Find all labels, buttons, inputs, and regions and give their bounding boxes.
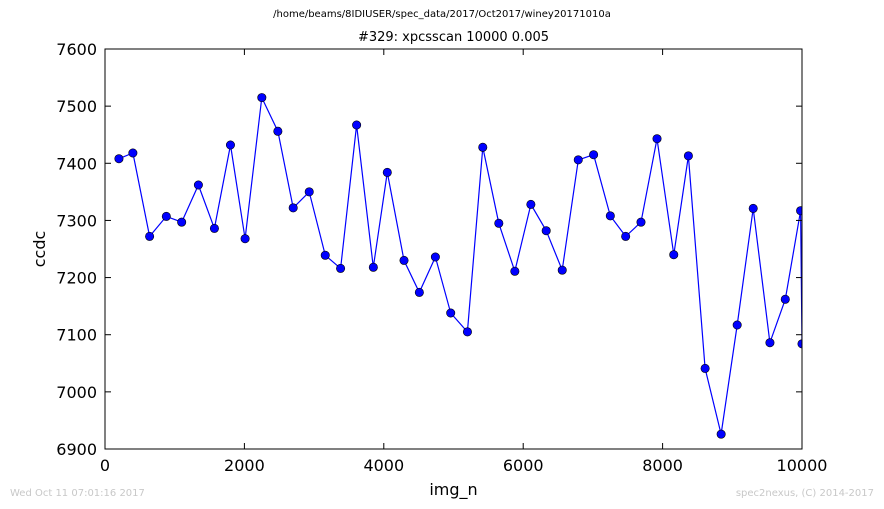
data-point [780,294,790,304]
data-point [288,203,298,213]
data-point [669,250,679,260]
data-point [177,217,187,227]
data-point [716,429,726,439]
data-point [796,206,802,216]
data-point [430,252,440,262]
data-point [700,363,710,373]
data-point [368,262,378,272]
data-point [352,120,362,130]
data-point [209,223,219,233]
data-point [161,211,171,221]
y-axis-label: ccdc [30,231,49,268]
y-tick-label: 6900 [56,440,97,459]
y-tick-label: 7200 [56,269,97,288]
data-point [636,217,646,227]
file-path-title: /home/beams/8IDIUSER/spec_data/2017/Oct2… [273,9,611,20]
data-point [273,126,283,136]
data-point [732,320,742,330]
data-point [399,255,409,265]
data-point [240,234,250,244]
y-tick-label: 7600 [56,40,97,59]
data-point [748,203,758,213]
data-point [510,266,520,276]
data-point [114,154,124,164]
axes-layer: 0 2000 4000 6000 8000 10000 6900 7000 7100 7200 73… [56,40,827,475]
x-tick-label: 8000 [642,456,683,475]
data-point [683,151,693,161]
x-axis-label: img_n [429,480,477,500]
chart-title: #329: xpcsscan 10000 0.005 [357,30,550,45]
footer-timestamp: Wed Oct 11 07:01:16 2017 [10,488,145,499]
data-point [193,180,203,190]
data-point [336,263,346,273]
data-point [621,231,631,241]
data-point [605,211,615,221]
x-tick-label: 4000 [363,456,404,475]
data-point [478,142,488,152]
x-tick-label: 10000 [777,456,828,475]
data-point [414,287,424,297]
data-point [557,265,567,275]
data-point [526,199,536,209]
data-point [304,187,314,197]
x-tick-label: 0 [100,456,110,475]
x-tick-label: 6000 [503,456,544,475]
data-point [462,327,472,337]
data-point [257,93,267,103]
data-point [765,338,775,348]
data-point [225,140,235,150]
y-tick-label: 7400 [56,154,97,173]
series-line-ccdc [118,95,802,435]
data-point [446,308,456,318]
footer-credit: spec2nexus, (C) 2014-2017 [735,488,874,499]
data-point [145,231,155,241]
series-layer [114,93,802,439]
x-tick-label: 2000 [224,456,265,475]
y-tick-label: 7300 [56,211,97,230]
data-point [652,134,662,144]
data-point [128,148,138,158]
data-point [541,226,551,236]
data-point [573,155,583,165]
plot-frame [104,48,803,450]
y-tick-label: 7500 [56,97,97,116]
data-point [494,218,504,228]
data-point [320,250,330,260]
data-point [382,167,392,177]
y-tick-label: 7100 [56,326,97,345]
y-tick-label: 7000 [56,383,97,402]
data-point [589,150,599,160]
